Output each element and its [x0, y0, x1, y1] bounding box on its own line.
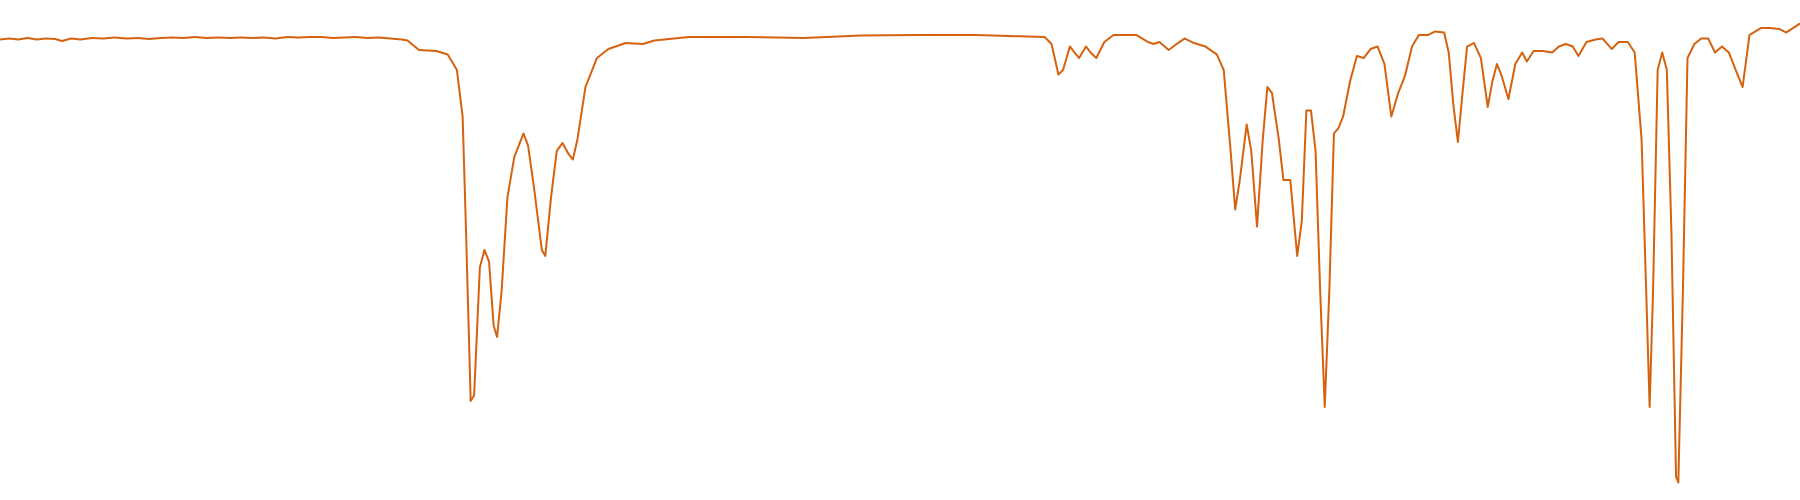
spectrum-line [0, 22, 1800, 484]
